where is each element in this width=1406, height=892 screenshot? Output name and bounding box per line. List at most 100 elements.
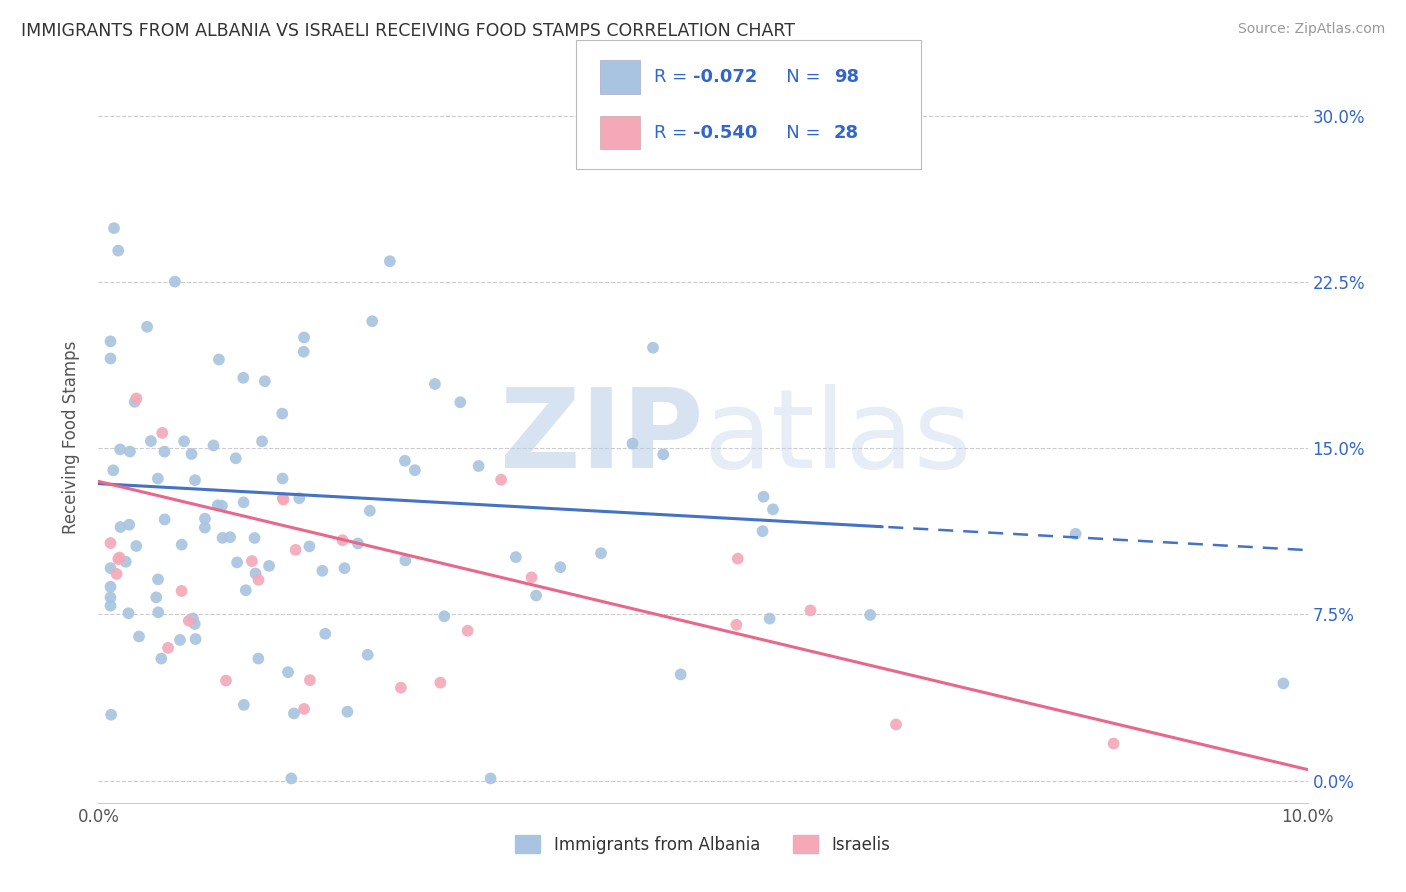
Point — [752, 490, 775, 504]
Point — [292, 344, 315, 359]
Point — [457, 624, 479, 638]
Point — [314, 627, 336, 641]
Point — [105, 566, 128, 581]
Point — [1272, 676, 1295, 690]
Point — [449, 395, 471, 409]
Text: Source: ZipAtlas.com: Source: ZipAtlas.com — [1237, 22, 1385, 37]
Point — [247, 573, 270, 587]
Point — [128, 630, 150, 644]
Text: N =: N = — [769, 68, 827, 87]
Point — [271, 407, 294, 421]
Point — [100, 591, 122, 605]
Point — [332, 533, 354, 548]
Point — [277, 665, 299, 680]
Point — [524, 589, 547, 603]
Point — [124, 394, 146, 409]
Point — [280, 772, 302, 786]
Point — [298, 673, 321, 687]
Point — [225, 451, 247, 466]
Point — [157, 640, 180, 655]
Point — [150, 425, 173, 440]
Text: R =: R = — [654, 123, 693, 142]
Point — [232, 698, 254, 712]
Point — [139, 434, 162, 448]
Point — [173, 434, 195, 449]
Point — [194, 511, 217, 525]
Point — [433, 609, 456, 624]
Point — [148, 605, 170, 619]
Point — [1064, 526, 1087, 541]
Point — [153, 512, 176, 526]
Point — [240, 554, 263, 568]
Point — [489, 473, 512, 487]
Point — [288, 491, 311, 506]
Point — [347, 536, 370, 550]
Point — [298, 539, 321, 553]
Point — [145, 591, 167, 605]
Point — [292, 330, 315, 344]
Point — [100, 580, 122, 594]
Text: N =: N = — [769, 123, 827, 142]
Point — [725, 617, 748, 632]
Point — [550, 560, 572, 574]
Point — [621, 436, 644, 450]
Point — [207, 498, 229, 512]
Text: -0.072: -0.072 — [693, 68, 758, 87]
Point — [257, 558, 280, 573]
Point — [641, 341, 664, 355]
Point — [359, 504, 381, 518]
Point — [194, 520, 217, 534]
Point — [283, 706, 305, 721]
Text: R =: R = — [654, 68, 693, 87]
Point — [247, 651, 270, 665]
Point — [163, 275, 186, 289]
Legend: Immigrants from Albania, Israelis: Immigrants from Albania, Israelis — [509, 829, 897, 860]
Point — [107, 244, 129, 258]
Text: 98: 98 — [834, 68, 859, 87]
Point — [520, 570, 543, 584]
Point — [589, 546, 612, 560]
Point — [100, 351, 122, 366]
Text: ZIP: ZIP — [499, 384, 703, 491]
Point — [423, 377, 446, 392]
Point — [177, 614, 200, 628]
Point — [211, 531, 233, 545]
Point — [394, 453, 416, 467]
Point — [762, 502, 785, 516]
Point — [146, 472, 169, 486]
Point — [103, 221, 125, 235]
Point — [652, 447, 675, 461]
Point — [100, 561, 122, 575]
Text: IMMIGRANTS FROM ALBANIA VS ISRAELI RECEIVING FOOD STAMPS CORRELATION CHART: IMMIGRANTS FROM ALBANIA VS ISRAELI RECEI… — [21, 22, 794, 40]
Point — [1102, 737, 1125, 751]
Point — [751, 524, 773, 538]
Point — [378, 254, 401, 268]
Point — [404, 463, 426, 477]
Point — [429, 675, 451, 690]
Point — [125, 392, 148, 406]
Point — [118, 444, 141, 458]
Point — [183, 617, 205, 632]
Point — [114, 555, 136, 569]
Point — [153, 444, 176, 458]
Point — [273, 492, 295, 507]
Text: -0.540: -0.540 — [693, 123, 758, 142]
Point — [253, 374, 276, 388]
Point — [170, 538, 193, 552]
Point — [235, 583, 257, 598]
Point — [226, 555, 249, 569]
Point — [389, 681, 412, 695]
Point — [232, 371, 254, 385]
Point — [211, 499, 233, 513]
Point — [169, 632, 191, 647]
Text: atlas: atlas — [703, 384, 972, 491]
Point — [361, 314, 384, 328]
Point — [202, 438, 225, 452]
Point — [292, 702, 315, 716]
Point — [758, 611, 780, 625]
Point — [884, 717, 907, 731]
Point — [117, 607, 139, 621]
Point — [245, 566, 267, 581]
Point — [311, 564, 333, 578]
Y-axis label: Receiving Food Stamps: Receiving Food Stamps — [62, 341, 80, 533]
